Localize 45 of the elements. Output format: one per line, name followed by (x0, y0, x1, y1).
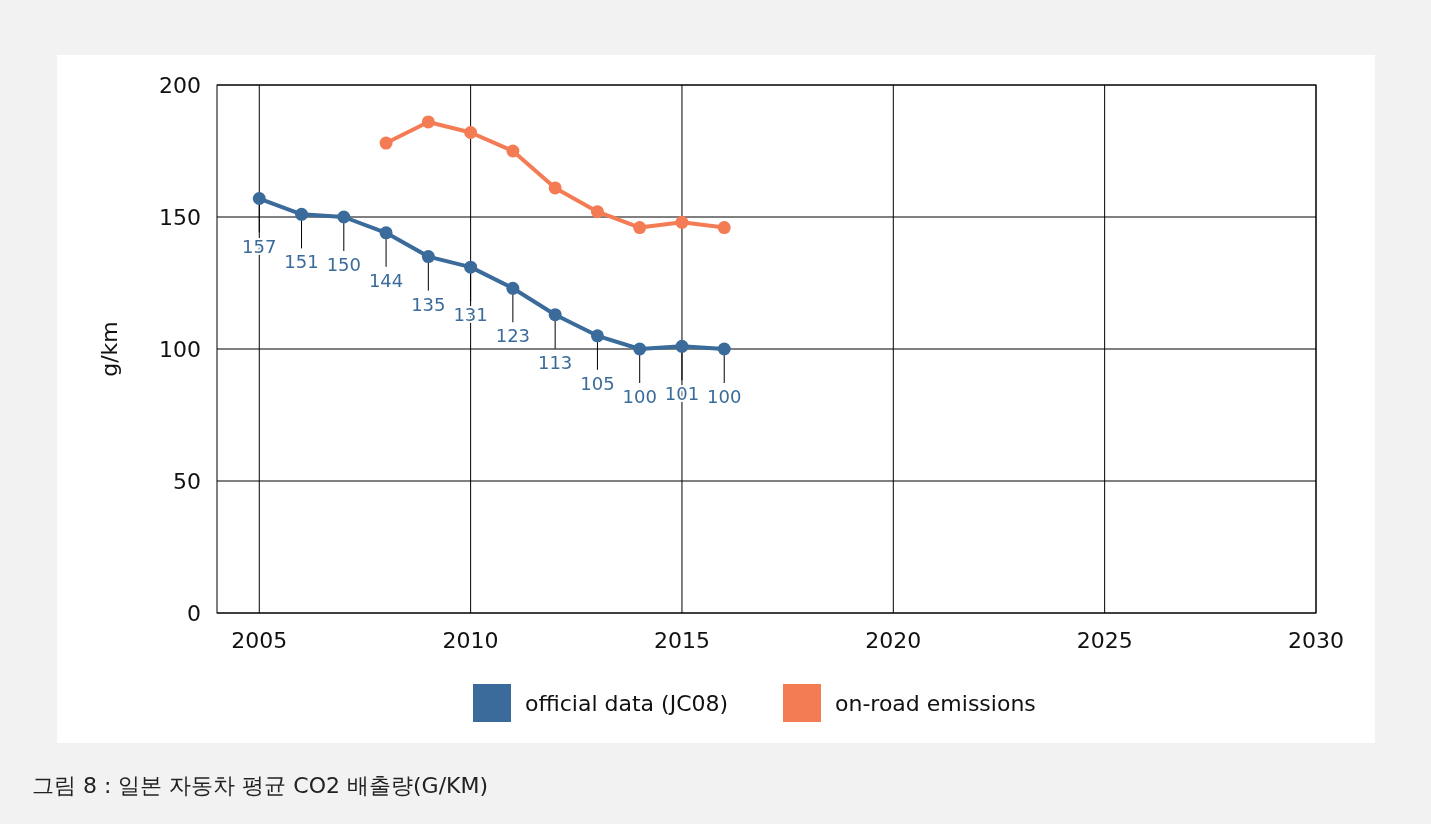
point (421, 250, 435, 264)
data-label: 100 (622, 386, 657, 407)
point (633, 221, 647, 235)
data-label: 100 (707, 386, 742, 407)
point (252, 192, 266, 206)
y-axis-title: g/km (97, 321, 122, 377)
point (506, 144, 520, 158)
point (464, 260, 478, 274)
caption: 그림 8 : 일본 자동차 평균 CO2 배출량(G/KM) (32, 773, 489, 798)
data-label: 123 (495, 325, 531, 347)
x-tick-label: 2030 (1288, 628, 1344, 653)
x-tick-label: 2010 (442, 628, 499, 653)
x-tick-label: 2005 (231, 628, 288, 653)
point (421, 115, 435, 129)
legend-label: official data (JC08) (525, 691, 729, 716)
point (590, 205, 604, 219)
point (717, 342, 731, 356)
data-label: 150 (326, 254, 361, 275)
y-tick-label: 100 (159, 337, 201, 362)
x-tick-label: 2025 (1076, 628, 1133, 653)
point (548, 181, 562, 195)
point (633, 342, 647, 356)
point (590, 329, 604, 343)
x-tick-label: 2015 (653, 628, 710, 653)
point (379, 226, 393, 240)
data-label: 151 (284, 251, 319, 273)
data-label: 144 (368, 269, 404, 291)
y-tick-label: 0 (187, 601, 201, 626)
data-label: 113 (537, 351, 573, 373)
data-label: 135 (411, 293, 446, 315)
legend-label: on-road emissions (835, 691, 1036, 716)
point (379, 136, 393, 150)
point (464, 126, 478, 140)
y-tick-label: 200 (159, 73, 201, 98)
point (295, 207, 309, 221)
point (675, 215, 689, 229)
y-tick-label: 150 (159, 205, 201, 230)
point (675, 339, 689, 353)
point (717, 221, 731, 235)
point (506, 281, 520, 295)
point (548, 308, 562, 322)
x-tick-label: 2020 (865, 628, 922, 653)
data-label: 105 (580, 372, 615, 394)
point (337, 210, 351, 224)
y-tick-label: 50 (173, 469, 201, 494)
